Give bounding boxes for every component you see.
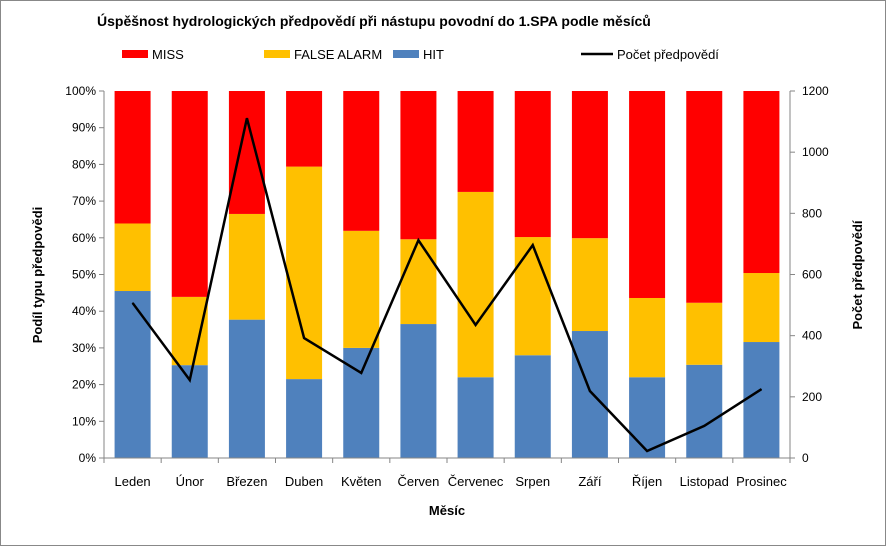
x-tick-label: Říjen	[632, 474, 662, 489]
bar-miss-4	[343, 91, 380, 231]
legend-swatch	[122, 50, 148, 58]
x-tick-label: Květen	[341, 474, 381, 489]
bar-hit-5	[400, 324, 437, 458]
y-tick-label: 100%	[65, 84, 96, 98]
line-point-8	[589, 390, 591, 392]
y2-tick-label: 600	[802, 268, 822, 282]
x-tick-label: Červenec	[448, 474, 504, 489]
line-point-6	[475, 324, 477, 326]
line-point-3	[303, 337, 305, 339]
y2-tick-label: 0	[802, 451, 809, 465]
legend: MISS FALSE ALARM HIT Počet předpovědí	[122, 47, 719, 62]
bar-miss-10	[686, 91, 723, 303]
bar-hit-2	[228, 319, 265, 458]
legend-swatch	[393, 50, 419, 58]
x-tick-label: Leden	[115, 474, 151, 489]
x-tick-label: Prosinec	[736, 474, 787, 489]
x-axis-label: Měsíc	[429, 503, 465, 518]
x-tick-label: Srpen	[515, 474, 550, 489]
bar-hit-6	[457, 377, 494, 458]
bar-hit-10	[686, 364, 723, 458]
bar-hit-7	[514, 355, 551, 458]
bar-hit-3	[286, 379, 323, 458]
bars	[114, 91, 780, 458]
bar-false-alarm-2	[228, 213, 265, 320]
y-tick-label: 90%	[72, 121, 96, 135]
y-axis-label: Podíl typu předpovědi	[30, 207, 45, 344]
y2-tick-label: 200	[802, 390, 822, 404]
line-point-10	[703, 425, 705, 427]
line-point-7	[532, 244, 534, 246]
x-tick-label: Únor	[176, 474, 205, 489]
bar-false-alarm-5	[400, 239, 437, 325]
y-tick-label: 60%	[72, 231, 96, 245]
line-pocet-predpovedi	[131, 117, 763, 453]
line-point-11	[760, 388, 762, 390]
bar-hit-8	[571, 331, 608, 458]
line-point-1	[189, 379, 191, 381]
y-tick-label: 30%	[72, 341, 96, 355]
bar-miss-2	[228, 91, 265, 214]
bar-miss-3	[286, 91, 323, 167]
bar-false-alarm-3	[286, 166, 323, 380]
legend-label: HIT	[423, 47, 444, 62]
legend-label: Počet předpovědí	[617, 47, 719, 62]
y2-tick-label: 1200	[802, 84, 829, 98]
x-tick-label: Září	[578, 474, 602, 489]
y-tick-label: 80%	[72, 157, 96, 171]
line-point-5	[417, 239, 419, 241]
bar-miss-5	[400, 91, 437, 240]
y2-tick-label: 400	[802, 329, 822, 343]
legend-item: HIT	[393, 47, 444, 62]
bar-miss-8	[571, 91, 608, 239]
bar-miss-11	[743, 91, 780, 274]
bar-false-alarm-6	[457, 191, 494, 378]
bar-false-alarm-7	[514, 237, 551, 356]
y2-tick-label: 800	[802, 206, 822, 220]
bar-false-alarm-4	[343, 230, 380, 348]
bar-false-alarm-0	[114, 223, 151, 292]
line-point-2	[246, 117, 248, 119]
y-tick-label: 10%	[72, 414, 96, 428]
y-tick-label: 0%	[79, 451, 97, 465]
bar-false-alarm-10	[686, 302, 723, 365]
y-tick-label: 40%	[72, 304, 96, 318]
line-point-0	[132, 302, 134, 304]
bar-miss-6	[457, 91, 494, 192]
legend-swatch	[264, 50, 290, 58]
chart-title: Úspěšnost hydrologických předpovědí při …	[97, 12, 651, 29]
axes: Leden Únor Březen Duben Květen Červen Červenec…	[65, 84, 829, 489]
y-tick-label: 70%	[72, 194, 96, 208]
bar-hit-11	[743, 342, 780, 458]
legend-item: Počet předpovědí	[581, 47, 719, 62]
bar-miss-7	[514, 91, 551, 238]
y2-axis-label: Počet předpovědí	[850, 220, 865, 329]
bar-false-alarm-9	[629, 297, 666, 378]
legend-item: MISS	[122, 47, 184, 62]
legend-label: FALSE ALARM	[294, 47, 382, 62]
line-point-4	[360, 372, 362, 374]
bar-false-alarm-8	[571, 238, 608, 332]
bar-miss-0	[114, 91, 151, 224]
x-tick-label: Červen	[397, 474, 439, 489]
bar-miss-9	[629, 91, 666, 298]
x-tick-label: Listopad	[680, 474, 729, 489]
x-tick-label: Duben	[285, 474, 323, 489]
bar-miss-1	[171, 91, 208, 297]
legend-label: MISS	[152, 47, 184, 62]
line-point-9	[646, 450, 648, 452]
y2-tick-label: 1000	[802, 145, 829, 159]
y-tick-label: 50%	[72, 268, 96, 282]
legend-item: FALSE ALARM	[264, 47, 382, 62]
bar-false-alarm-1	[171, 296, 208, 366]
bar-false-alarm-11	[743, 273, 780, 343]
bar-hit-0	[114, 291, 151, 458]
x-tick-label: Březen	[226, 474, 267, 489]
y-tick-label: 20%	[72, 378, 96, 392]
